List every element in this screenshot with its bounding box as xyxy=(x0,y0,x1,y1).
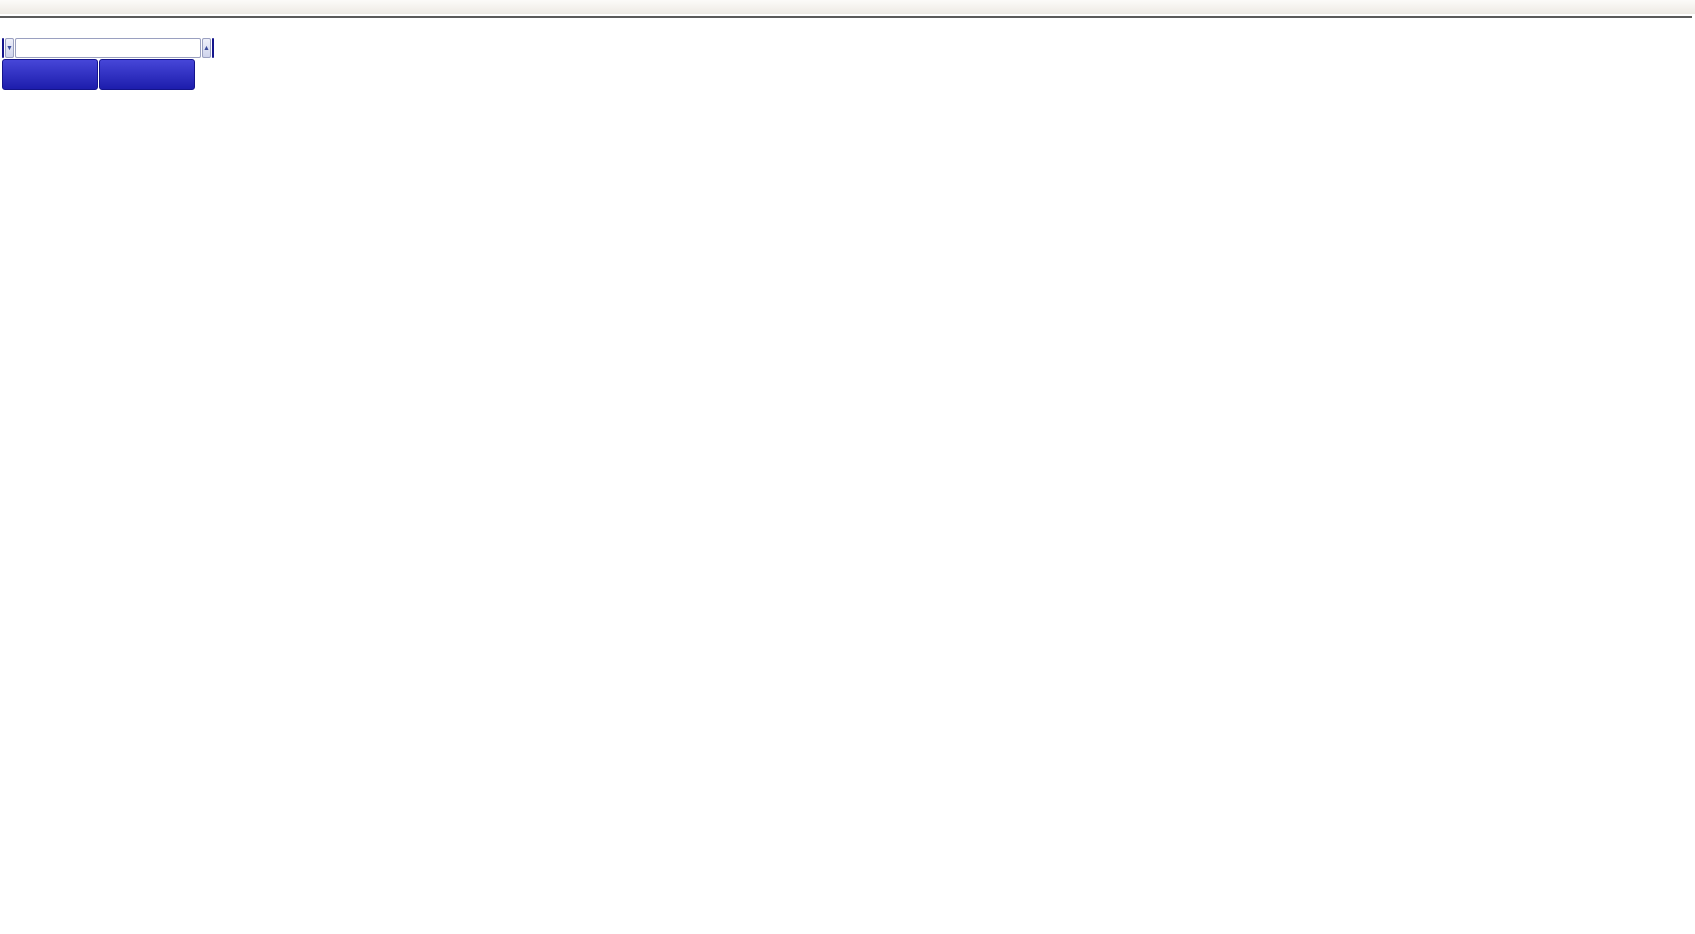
volume-increase-button[interactable]: ▲ xyxy=(201,38,211,58)
toolbar xyxy=(0,0,1695,15)
one-click-trade-panel: ▼ ▲ xyxy=(2,38,214,90)
sell-button[interactable] xyxy=(2,38,4,58)
sell-price-button[interactable] xyxy=(2,59,98,90)
chart-window-top-border xyxy=(0,16,1692,18)
buy-price-button[interactable] xyxy=(99,59,195,90)
buy-button[interactable] xyxy=(211,38,214,58)
volume-decrease-button[interactable]: ▼ xyxy=(5,38,14,58)
volume-input[interactable] xyxy=(14,38,201,58)
chart-window[interactable]: ▼ ▲ xyxy=(0,14,1695,934)
price-chart-canvas[interactable] xyxy=(0,14,1695,934)
